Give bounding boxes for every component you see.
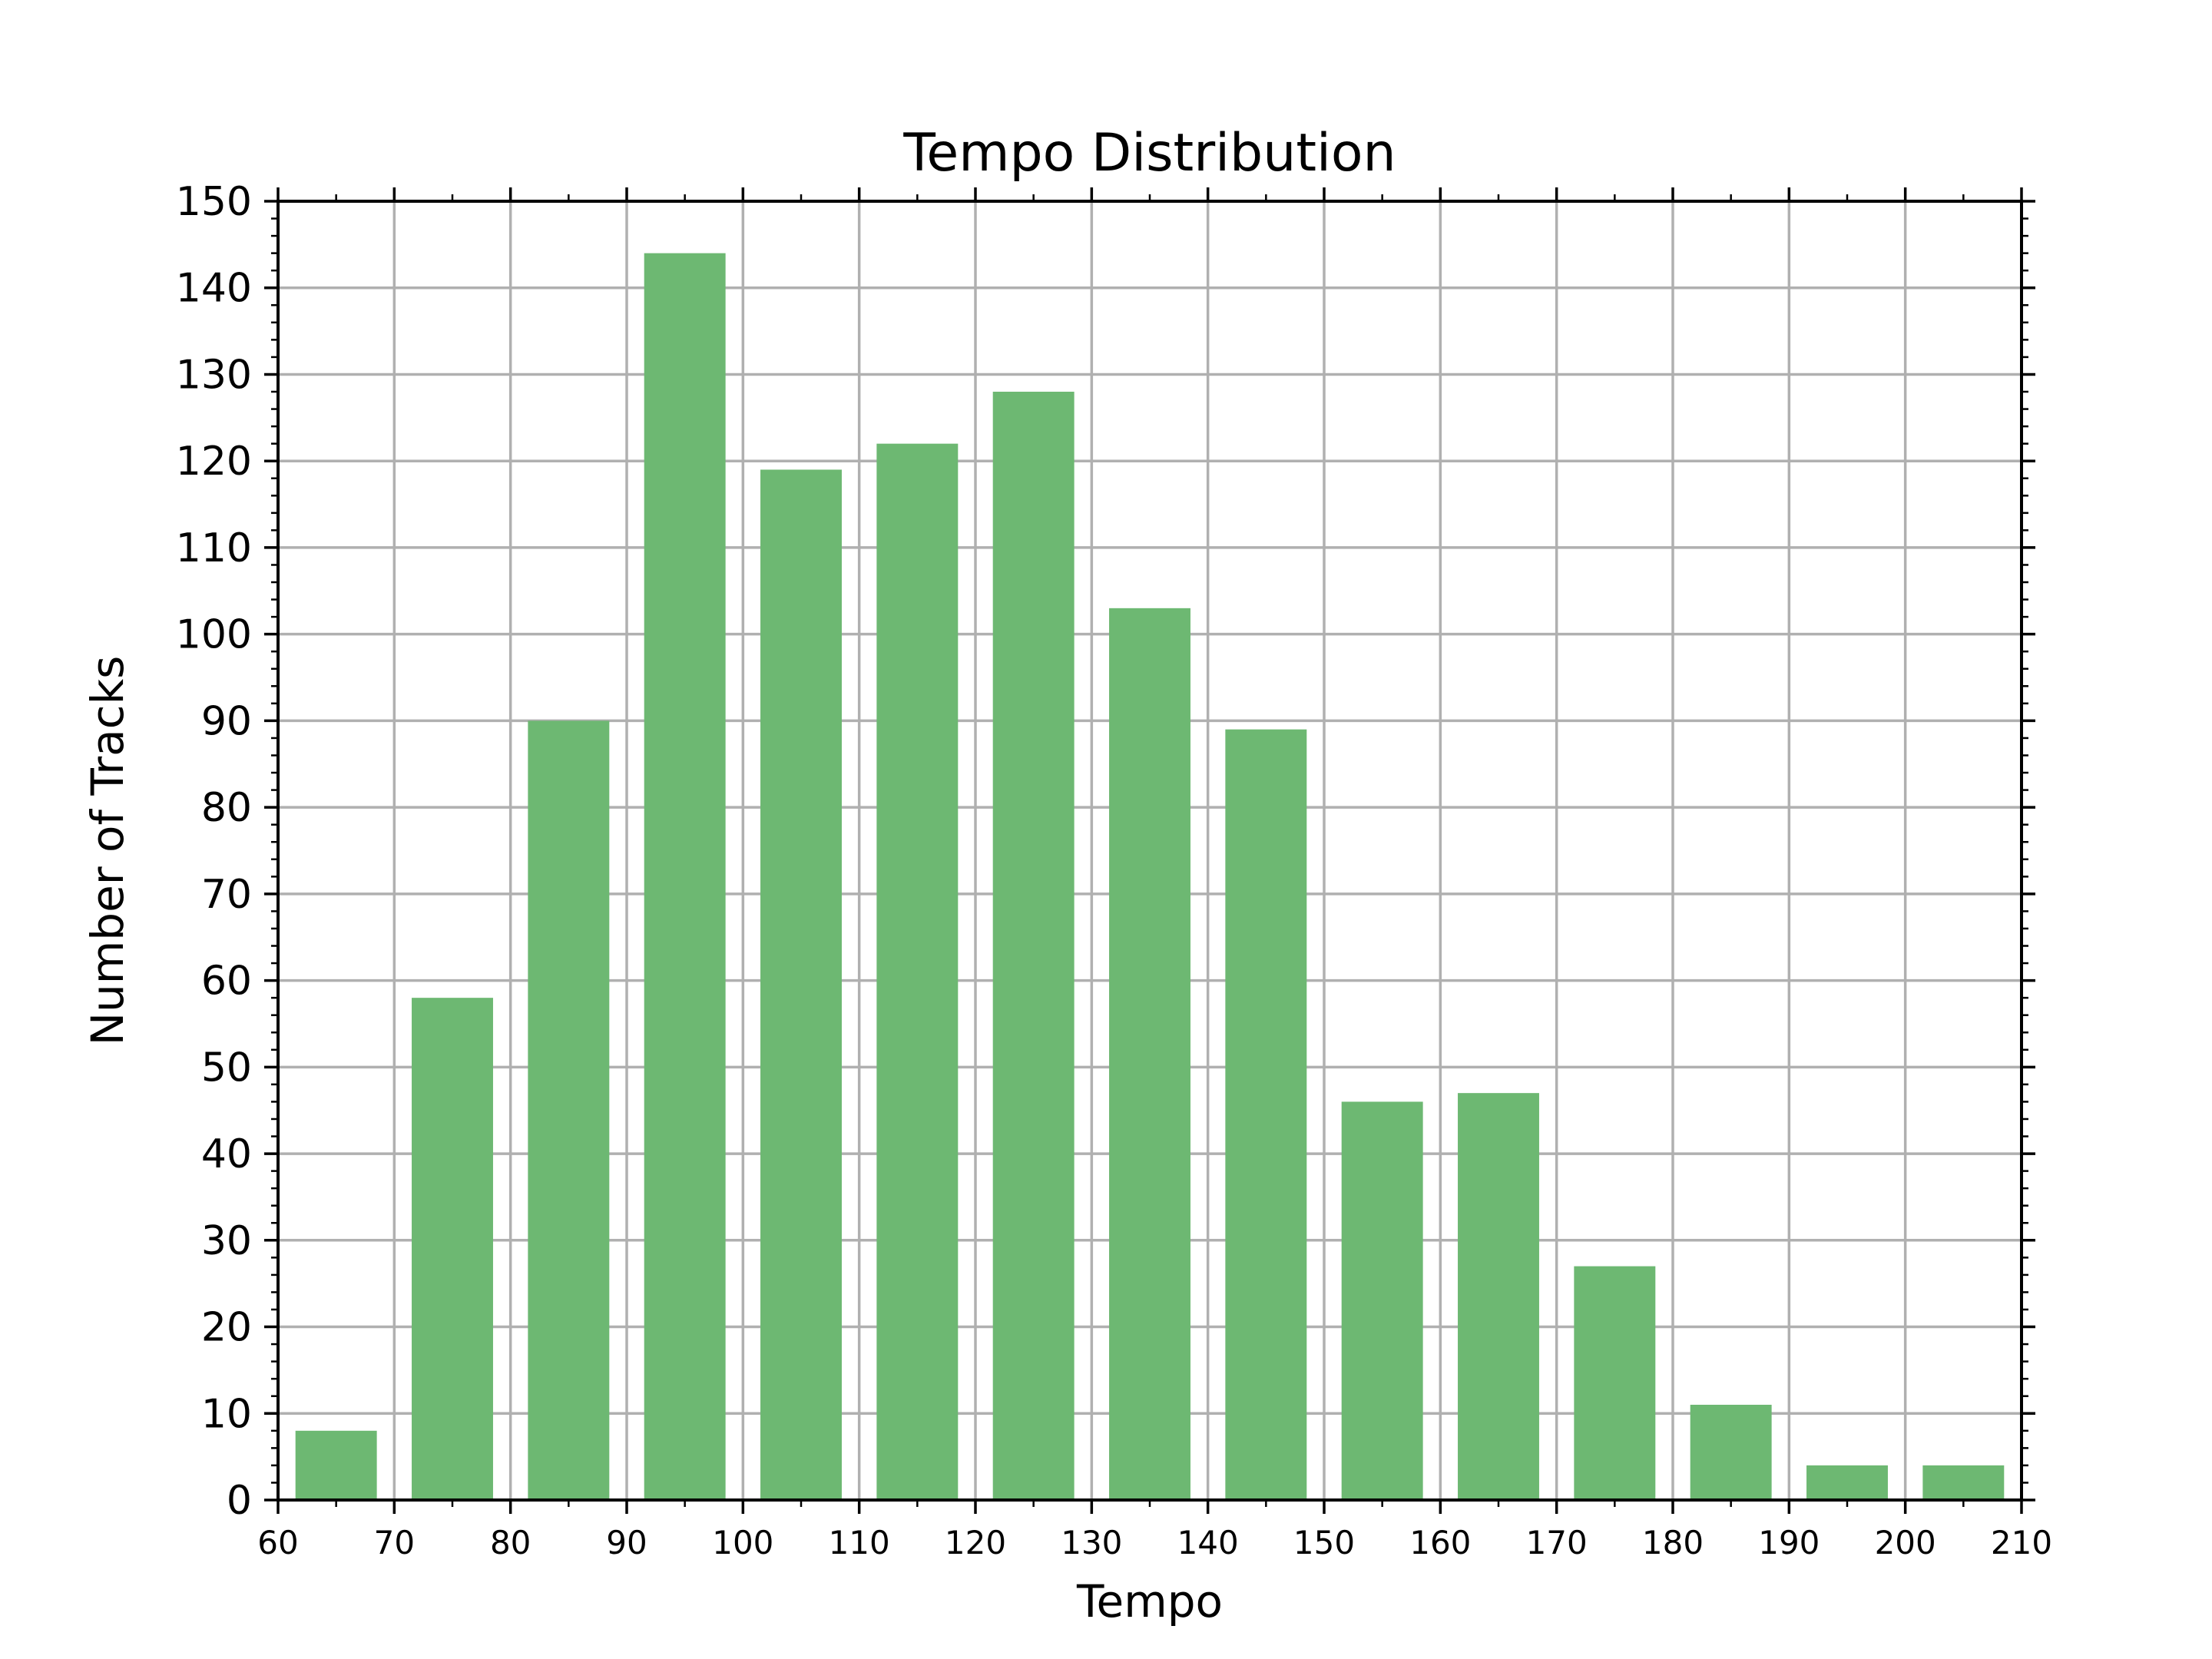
bar [295,1430,377,1500]
bar [1806,1465,1888,1500]
bar [1690,1404,1772,1500]
bar [1574,1266,1656,1500]
x-tick-label: 140 [1177,1524,1239,1561]
x-tick-label: 70 [374,1524,415,1561]
x-tick-label: 60 [257,1524,298,1561]
y-tick-label: 70 [201,872,252,918]
x-tick-label: 180 [1642,1524,1704,1561]
bar [1458,1093,1539,1500]
bar [528,720,610,1500]
x-tick-label: 90 [606,1524,647,1561]
y-tick-label: 80 [201,785,252,831]
x-tick-label: 130 [1061,1524,1122,1561]
y-tick-label: 20 [201,1305,252,1351]
x-axis-label: Tempo [1076,1575,1223,1628]
y-tick-label: 30 [201,1218,252,1264]
tick-labels: 60 70 80 90 100 110 120 130 140 150 160 170 180 190 20… [176,179,2052,1561]
x-tick-label: 160 [1409,1524,1471,1561]
bars [295,253,2005,1501]
bar [1922,1465,2005,1500]
y-tick-label: 110 [176,525,252,571]
bar [1109,608,1190,1500]
x-tick-label: 210 [1991,1524,2052,1561]
plot-frame [276,200,2023,1502]
y-tick-label: 90 [201,698,252,744]
y-tick-label: 10 [201,1391,252,1437]
bar [412,998,493,1500]
x-tick-label: 150 [1293,1524,1355,1561]
bar [644,253,726,1500]
y-tick-label: 60 [201,959,252,1005]
y-tick-label: 140 [176,266,252,312]
x-tick-label: 200 [1875,1524,1936,1561]
bar [992,392,1075,1501]
x-tick-label: 110 [829,1524,890,1561]
x-tick-label: 170 [1526,1524,1588,1561]
chart-title: Tempo Distribution [902,123,1396,184]
y-tick-label: 130 [176,352,252,398]
bar [876,443,959,1500]
y-tick-label: 40 [201,1131,252,1177]
x-tick-label: 190 [1758,1524,1820,1561]
y-tick-label: 150 [176,179,252,225]
y-axis-label: Number of Tracks [81,656,134,1046]
y-tick-label: 0 [227,1478,252,1524]
bar [1225,729,1307,1500]
y-tick-label: 50 [201,1045,252,1091]
x-tick-label: 100 [712,1524,773,1561]
x-tick-label: 80 [490,1524,531,1561]
y-tick-label: 120 [176,439,252,485]
bar [760,469,842,1500]
y-tick-label: 100 [176,612,252,658]
x-tick-label: 120 [945,1524,1006,1561]
bar [1341,1101,1423,1500]
